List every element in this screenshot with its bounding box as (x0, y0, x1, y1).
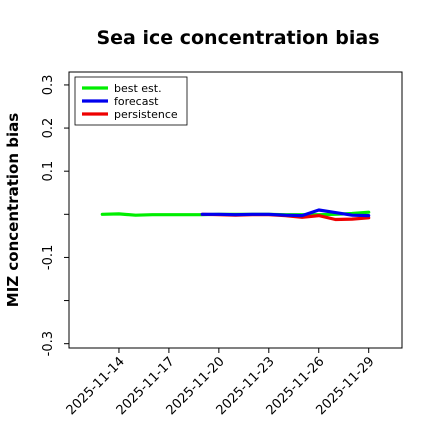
y-tick-label: -0.1 (41, 245, 56, 270)
series-layer (100, 208, 371, 222)
legend-label: best est. (114, 82, 162, 95)
y-tick-label: 0.3 (41, 75, 56, 96)
y-tick-label: -0.3 (41, 331, 56, 356)
plot-area (68, 71, 403, 349)
legend-label: persistence (114, 108, 178, 121)
x-axis: 2025-11-142025-11-172025-11-202025-11-23… (64, 348, 378, 418)
chart-title: Sea ice concentration bias (96, 27, 379, 49)
y-tick-label: 0.1 (41, 161, 56, 182)
legend-label: forecast (114, 95, 159, 108)
series-line-forecast (200, 208, 371, 218)
y-tick-label: 0.2 (41, 118, 56, 139)
y-axis-label: MIZ concentration bias (4, 113, 22, 307)
y-axis: -0.3 -0.1 0.1 0.2 0.3 (41, 75, 69, 356)
legend-box (74, 76, 188, 126)
